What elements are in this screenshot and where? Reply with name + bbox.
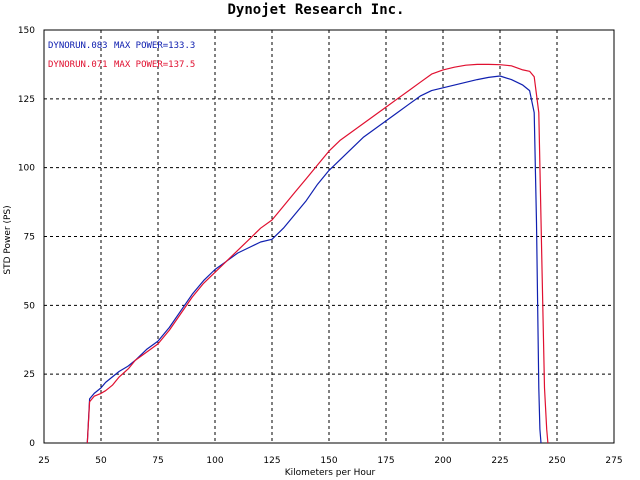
x-tick-label: 250 (548, 456, 565, 466)
x-tick-label: 100 (206, 456, 223, 466)
chart-title: Dynojet Research Inc. (227, 2, 404, 18)
y-axis-label: STD Power (PS) (3, 205, 13, 274)
y-tick-label: 150 (18, 26, 35, 36)
legend-entry-max: MAX POWER=137.5 (114, 60, 195, 70)
x-axis-label: Kilometers per Hour (285, 468, 376, 478)
legend-entry-name: DYNORUN.071 (48, 60, 108, 70)
grid (44, 30, 614, 443)
x-tick-label: 275 (605, 456, 622, 466)
x-tick-label: 150 (320, 456, 337, 466)
y-tick-labels: 0 25 50 75 100 125 150 (18, 26, 35, 449)
series-layer (86, 63, 549, 444)
x-tick-label: 75 (152, 456, 163, 466)
x-tick-label: 50 (95, 456, 107, 466)
x-tick-label: 125 (263, 456, 280, 466)
y-tick-label: 50 (24, 301, 36, 311)
y-tick-label: 25 (24, 370, 35, 380)
legend: DYNORUN.083 MAX POWER=133.3 DYNORUN.071 MAX… (48, 41, 195, 70)
x-tick-label: 25 (38, 456, 49, 466)
series-line-2 (86, 63, 549, 444)
x-tick-label: 175 (377, 456, 394, 466)
x-tick-label: 200 (434, 456, 451, 466)
x-tick-labels: 25 50 75 100 125 150 175 200 225 250 275 (38, 456, 622, 466)
y-tick-label: 75 (24, 233, 35, 243)
y-tick-label: 125 (18, 95, 35, 105)
legend-entry-max: MAX POWER=133.3 (114, 41, 195, 51)
y-tick-label: 0 (29, 439, 35, 449)
plot-frame (43, 29, 615, 444)
series-line-1 (86, 75, 542, 444)
y-tick-label: 100 (18, 164, 35, 174)
x-tick-label: 225 (491, 456, 508, 466)
legend-entry-name: DYNORUN.083 (48, 41, 108, 51)
